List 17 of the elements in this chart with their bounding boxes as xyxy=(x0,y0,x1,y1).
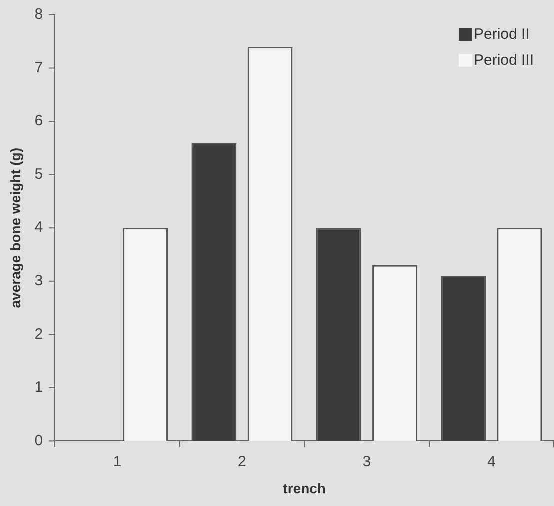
y-tick-label: 2 xyxy=(34,326,44,343)
legend-label: Period III xyxy=(474,52,534,70)
y-tick-label: 1 xyxy=(34,379,44,396)
y-tick-label: 8 xyxy=(34,6,44,24)
x-tick-label: 4 xyxy=(487,453,496,470)
y-tick-label: 5 xyxy=(34,166,44,183)
x-tick-label: 2 xyxy=(238,453,246,470)
y-axis-title: average bone weight (g) xyxy=(7,148,24,308)
y-tick-label: 6 xyxy=(34,112,44,130)
y-tick-label: 3 xyxy=(34,272,44,290)
x-tick-label: 3 xyxy=(362,453,372,470)
y-tick-label: 4 xyxy=(34,219,44,236)
x-axis-title: trench xyxy=(283,480,326,496)
x-tick-label: 1 xyxy=(113,453,122,470)
legend-label: Period II xyxy=(474,26,530,44)
y-tick-label: 0 xyxy=(34,432,44,450)
y-tick-label: 7 xyxy=(34,59,44,76)
